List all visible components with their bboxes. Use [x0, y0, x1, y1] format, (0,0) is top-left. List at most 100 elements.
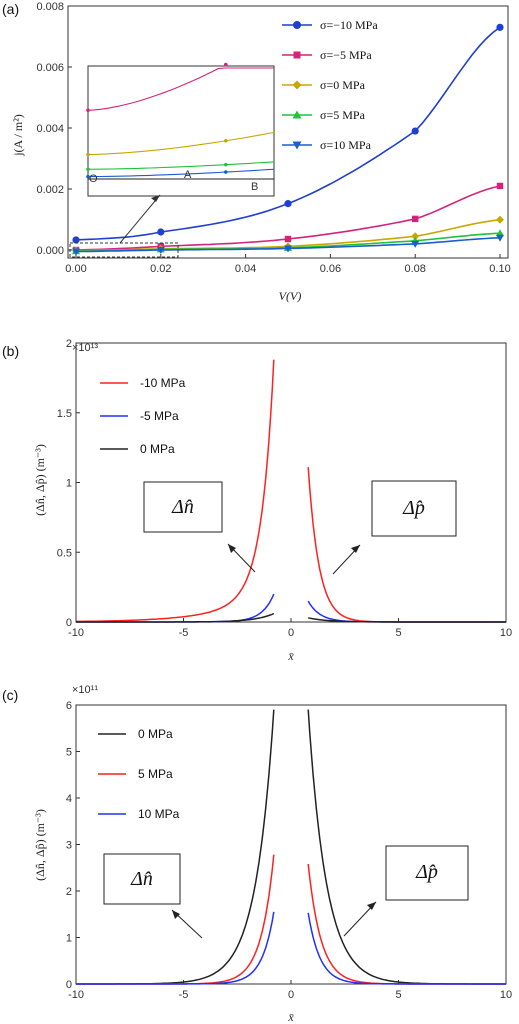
legend-label: 0 MPa	[140, 442, 175, 456]
y-axis-label-a: j(A / m²)	[11, 114, 25, 157]
a-x-tick-label: 0.00	[65, 263, 86, 275]
inset-data-point	[224, 139, 228, 143]
inset-data-point	[86, 152, 90, 157]
panel-b: (b) ×10¹³ -10 -5 0 5 10 0 0.5 1 1.5 2 x̄ (Δn̂, Δp…	[2, 338, 512, 663]
zoom-arrow	[119, 194, 161, 244]
legend-marker-a	[292, 141, 302, 150]
arrow-n-head-b	[228, 544, 236, 553]
profile-line-left	[75, 359, 275, 623]
data-point-a	[411, 232, 420, 241]
legend-marker-a	[293, 51, 301, 59]
delta-n-box-b	[143, 481, 223, 533]
data-point-a	[284, 245, 292, 253]
x-axis-label-c: x̄	[287, 1010, 294, 1024]
delta-n-label-c: Δn̂	[130, 868, 153, 890]
legend-label: 5 MPa	[138, 767, 173, 781]
(c)-x-tick-label: -10	[68, 989, 84, 1001]
zoom-region-box	[69, 242, 179, 258]
data-point-a	[72, 236, 80, 244]
a-y-tick-label: 0.002	[36, 184, 64, 196]
legend-label: 10 MPa	[138, 807, 180, 821]
delta-n-box-c	[103, 853, 181, 905]
(c)-y-tick-label: 4	[66, 793, 72, 805]
inset-series-line	[87, 67, 274, 111]
panel-c-label: (c)	[2, 687, 18, 703]
(b)-x-tick-label: -5	[179, 627, 189, 639]
a-x-tick-label: 0.06	[320, 263, 341, 275]
inset-data-point	[224, 170, 228, 174]
x-axis-label-a: V(V)	[279, 289, 302, 303]
a-x-tick-label: 0.08	[404, 263, 425, 275]
inset-series-line	[87, 161, 275, 170]
plot-frame-c	[75, 704, 507, 985]
(c)-y-tick-label: 3	[66, 840, 72, 852]
a-y-tick-label: 0.004	[36, 123, 64, 135]
multiplier-b: ×10¹³	[72, 342, 98, 354]
inset-data-point	[224, 62, 228, 67]
delta-p-label-b: Δp̂	[402, 497, 425, 519]
inset-label-a: A	[184, 169, 192, 181]
inset-data-point	[86, 174, 90, 179]
inset-label-b: B	[251, 181, 258, 193]
legend-label-a: σ=−10 MPa	[320, 18, 378, 32]
inset-label-o: O	[89, 173, 98, 185]
data-point-a	[284, 235, 292, 243]
a-y-tick-label: 0.000	[36, 245, 64, 257]
x-axis-label-b: x̄	[287, 649, 294, 663]
legend-marker-a	[292, 80, 302, 90]
legend-label-a: σ=−5 MPa	[320, 48, 372, 62]
panel-a: (a) 0.00 0.02 0.04 0.06 0.08 0.10 0.000 0.002 0.…	[2, 1, 511, 303]
profile-line-right	[307, 912, 506, 985]
panel-c: (c) ×10¹¹ -10 -5 0 5 10 0 1 2 3 4 5 6 x̄ (Δn̂, Δp̂)…	[2, 684, 512, 1024]
profile-line-right	[308, 617, 506, 623]
profile-line-left	[76, 709, 275, 985]
arrow-p-head-c	[367, 902, 376, 910]
inset-series-line	[87, 131, 275, 156]
zoom-arrow-head	[151, 195, 160, 202]
data-point-a	[496, 234, 504, 242]
multiplier-c: ×10¹¹	[72, 684, 98, 696]
data-point-a	[284, 200, 292, 208]
inset-data-point	[86, 167, 90, 172]
(c)-y-tick-label: 1	[66, 933, 72, 945]
data-point-a	[496, 215, 504, 224]
(b)-y-tick-label: 0.5	[57, 547, 72, 559]
y-axis-label-c: (Δn̂, Δp̂) (m⁻³)	[33, 809, 47, 881]
a-y-tick-label: 0.006	[36, 62, 64, 74]
arrow-p-head-b	[351, 545, 360, 553]
data-point-a	[496, 23, 504, 31]
y-axis-label-b: (Δn̂, Δp̂) (m⁻³)	[33, 444, 47, 516]
(b)-x-tick-label: -10	[68, 627, 84, 639]
(c)-x-tick-label: 0	[288, 989, 294, 1001]
data-point-a	[496, 229, 504, 237]
delta-p-box-c	[385, 845, 469, 901]
inset-data-point	[86, 108, 90, 113]
(c)-y-tick-label: 0	[66, 979, 72, 991]
(c)-y-tick-label: 6	[66, 700, 72, 712]
legend-label: -5 MPa	[140, 409, 179, 423]
(b)-y-tick-label: 2	[66, 338, 72, 350]
legend-label-a: σ=10 MPa	[320, 138, 372, 152]
(b)-y-tick-label: 1	[66, 478, 72, 490]
data-point-a	[72, 248, 80, 256]
(c)-x-tick-label: 5	[395, 989, 401, 1001]
(c)-x-tick-label: -5	[179, 989, 189, 1001]
profile-line-left	[76, 612, 275, 623]
legend-marker-a	[293, 21, 301, 29]
plot-frame-a	[67, 5, 509, 259]
inset-series-line	[88, 168, 275, 178]
(b)-y-tick-label: 1.5	[57, 408, 72, 420]
delta-n-label-b: Δn̂	[171, 496, 194, 518]
a-y-tick-label: 0.008	[36, 1, 64, 13]
(b)-x-tick-label: 0	[288, 627, 294, 639]
profile-line-left	[76, 911, 275, 985]
(c)-y-tick-label: 5	[66, 747, 72, 759]
a-x-tick-label: 0.02	[150, 263, 171, 275]
(b)-x-tick-label: 10	[500, 627, 512, 639]
(c)-y-tick-label: 2	[66, 886, 72, 898]
delta-p-box-b	[371, 480, 457, 537]
legend-label: 0 MPa	[138, 727, 173, 741]
data-point-a	[496, 182, 504, 190]
legend-label-a: σ=0 MPa	[320, 78, 366, 92]
